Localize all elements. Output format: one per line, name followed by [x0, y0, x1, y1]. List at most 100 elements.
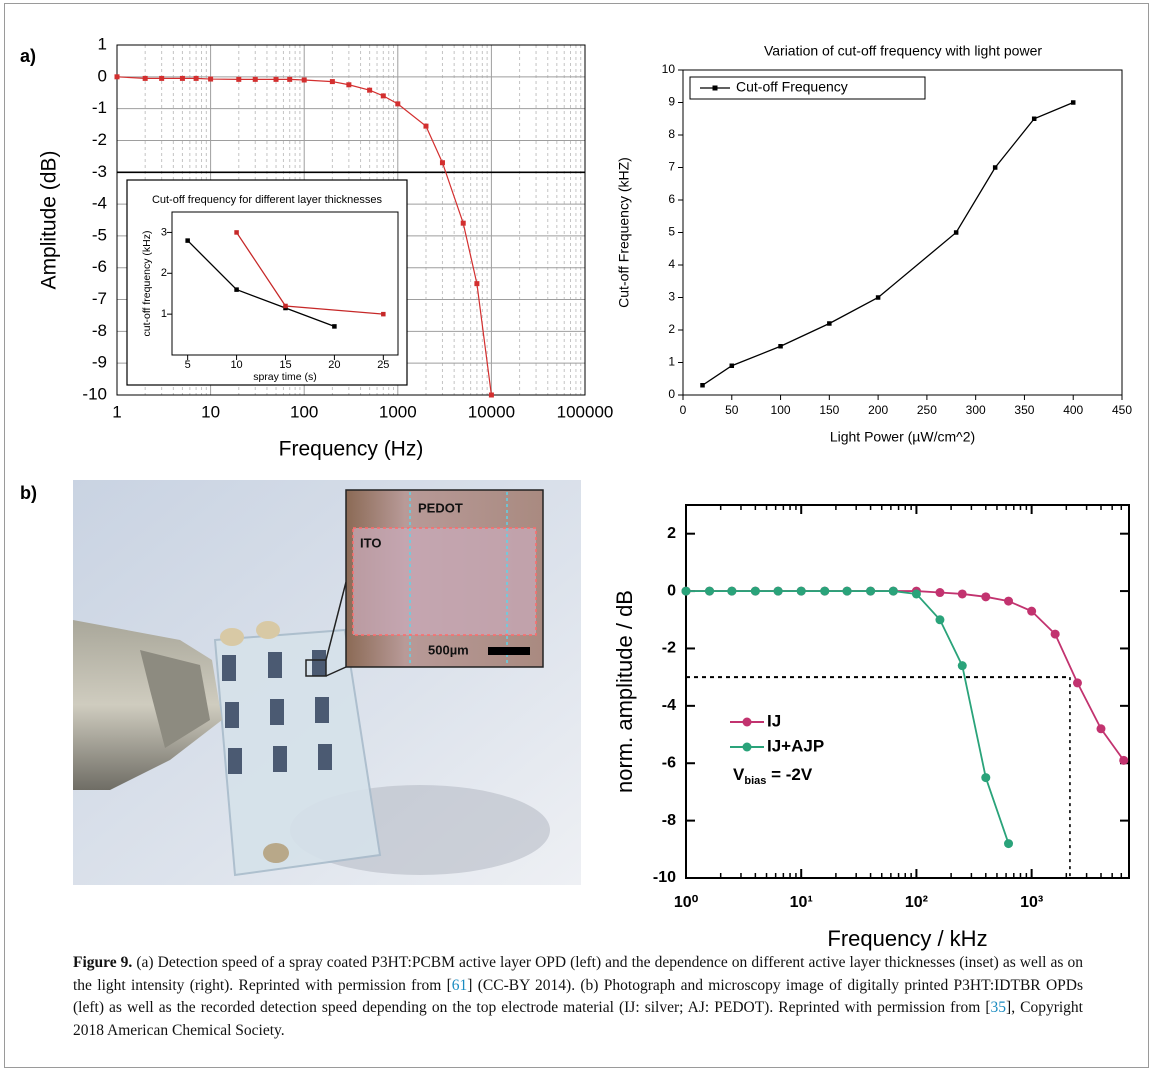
point [750, 586, 760, 596]
point [460, 220, 466, 226]
point [234, 230, 239, 235]
y-tick-label: -6 [662, 754, 676, 771]
point [1070, 100, 1076, 105]
y-tick-label: 1 [98, 34, 107, 53]
x-axis-label: Frequency / kHz [827, 926, 987, 951]
y-tick-label: 6 [668, 192, 675, 206]
series-group [700, 100, 1076, 388]
y-tick-label: -4 [662, 697, 676, 714]
x-tick-label: 10 [201, 402, 220, 421]
point [957, 589, 967, 599]
point [367, 87, 373, 93]
point [236, 76, 242, 82]
x-tick-label: 250 [917, 403, 937, 417]
point [981, 592, 991, 602]
photo-label: PEDOT [418, 500, 463, 515]
point [875, 295, 881, 300]
y-tick-label: 1 [161, 308, 167, 320]
series-line [187, 240, 335, 328]
x-tick-label: 100000 [557, 402, 614, 421]
y-axis-label: Cut-off Frequency (kHZ) [616, 157, 632, 308]
reference-link[interactable]: 35 [990, 999, 1007, 1016]
point [1096, 724, 1106, 734]
y-tick-label: -1 [92, 98, 107, 117]
legend-marker [712, 85, 718, 91]
point [827, 321, 832, 326]
point [866, 586, 876, 596]
point [273, 76, 279, 82]
photo: PEDOT ITO 500µm [73, 480, 581, 885]
point [842, 586, 852, 596]
point [395, 101, 401, 107]
caption-text: (a) Detection speed of a spray coated P3… [73, 954, 1084, 994]
x-tick-label: 1 [112, 402, 121, 421]
point [1004, 596, 1014, 606]
point [114, 74, 120, 80]
point [1031, 116, 1037, 121]
series-line [702, 101, 1074, 386]
plot-frame [682, 69, 1123, 396]
y-axis-label: Amplitude (dB) [38, 151, 61, 290]
y-tick-label: -2 [92, 130, 107, 149]
x-tick-label: 150 [819, 403, 839, 417]
y-tick-label: -7 [92, 289, 107, 308]
point [911, 589, 921, 599]
x-tick-label: 300 [966, 403, 986, 417]
point [381, 311, 386, 317]
annotation-part: V [733, 765, 745, 784]
legend-box [689, 76, 926, 100]
x-tick-label: 450 [1112, 403, 1132, 417]
chart: 5 10 15 20 25 1 2 3 Cut-off frequency for differ… [126, 179, 408, 386]
y-tick-label: 7 [668, 160, 675, 174]
x-tick-label: 1000 [379, 402, 417, 421]
point [992, 165, 998, 170]
chart: 0 50 100 150 200 250 300 350 400 450 0 1 2 3 4 5 6 7 8 9 10 V… [616, 43, 1133, 445]
point [1050, 629, 1060, 639]
y-tick-label: 8 [668, 127, 675, 141]
plot-frame [116, 44, 586, 396]
x-tick-label: 50 [725, 403, 739, 417]
legend-marker [742, 742, 752, 752]
x-tick-label: 10000 [468, 402, 515, 421]
reference-link[interactable]: 61 [451, 976, 468, 994]
panel-label: b) [20, 483, 37, 503]
y-tick-label: -2 [662, 640, 676, 657]
figure-frame [4, 3, 1149, 1068]
y-tick-label: -4 [92, 194, 107, 213]
point [380, 93, 386, 99]
x-axis-label: Frequency (Hz) [279, 438, 424, 461]
chart-title: Cut-off frequency for different layer th… [152, 194, 383, 206]
y-tick-label: -5 [92, 225, 107, 244]
point [185, 238, 190, 243]
point [681, 586, 691, 596]
point [287, 76, 293, 82]
y-tick-label: 2 [667, 525, 676, 542]
y-tick-label: 10 [662, 62, 676, 76]
y-tick-label: 2 [668, 322, 675, 336]
y-tick-label: -10 [82, 384, 107, 403]
point [301, 77, 307, 83]
point [142, 75, 148, 81]
y-tick-label: -8 [92, 321, 107, 340]
point [193, 75, 199, 81]
series-line [686, 590, 1010, 844]
point [423, 123, 429, 129]
x-tick-label: 400 [1063, 403, 1083, 417]
point [773, 586, 783, 596]
point [729, 363, 735, 368]
y-tick-label: 0 [98, 66, 107, 85]
point [283, 303, 288, 309]
point [234, 287, 239, 292]
plot-frame [171, 211, 399, 356]
point [329, 79, 335, 85]
x-tick-label: 0 [680, 403, 687, 417]
x-tick-label: 10⁰ [674, 894, 699, 911]
y-tick-label: -10 [653, 869, 676, 886]
y-tick-label: 0 [667, 582, 676, 599]
y-tick-label: -8 [662, 812, 676, 829]
point [1027, 606, 1037, 616]
y-tick-label: -6 [92, 257, 107, 276]
series-line [686, 590, 1125, 761]
